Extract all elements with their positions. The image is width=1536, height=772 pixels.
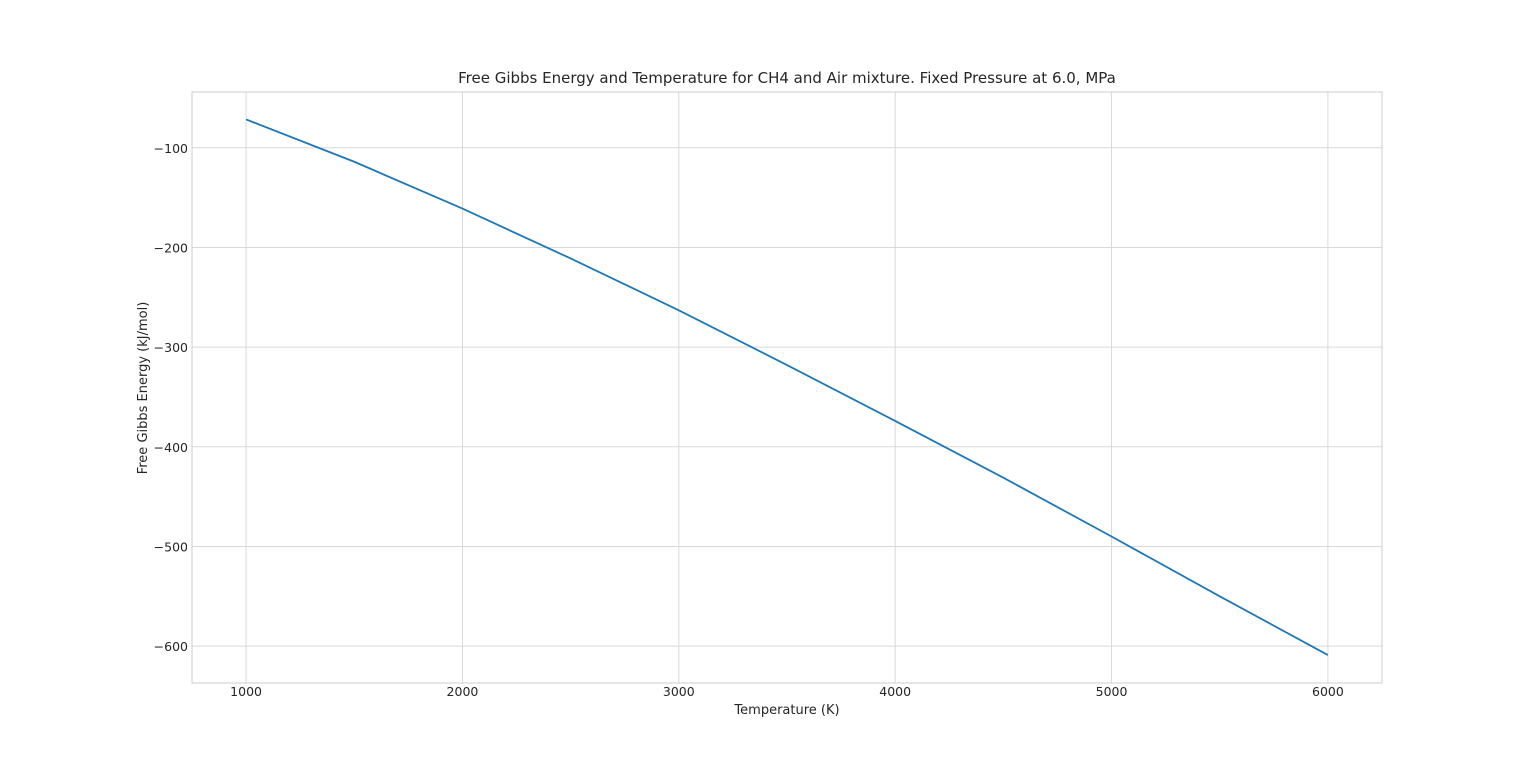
y-tick-label: −300 — [154, 340, 188, 355]
series-layer — [245, 118, 1329, 656]
grid — [192, 92, 1382, 683]
x-axis-label: Temperature (K) — [733, 703, 839, 718]
x-tick-label: 3000 — [663, 684, 695, 699]
y-axis-label: Free Gibbs Energy (kJ/mol) — [136, 302, 151, 475]
x-tick-label: 1000 — [230, 684, 262, 699]
y-tick-label: −200 — [154, 240, 188, 255]
x-tick-label: 2000 — [447, 684, 479, 699]
tick-labels: 1000 2000 3000 4000 5000 6000 −100 −200 −300 −400… — [154, 141, 1344, 699]
chart-title: Free Gibbs Energy and Temperature for CH… — [458, 69, 1116, 87]
y-tick-label: −100 — [154, 141, 188, 156]
x-tick-label: 5000 — [1096, 684, 1128, 699]
x-tick-label: 6000 — [1312, 684, 1344, 699]
x-tick-label: 4000 — [879, 684, 911, 699]
y-tick-label: −400 — [154, 440, 188, 455]
y-tick-label: −600 — [154, 639, 188, 654]
plot-frame — [191, 91, 1383, 684]
series-line — [245, 118, 1329, 656]
y-tick-label: −500 — [154, 539, 188, 554]
